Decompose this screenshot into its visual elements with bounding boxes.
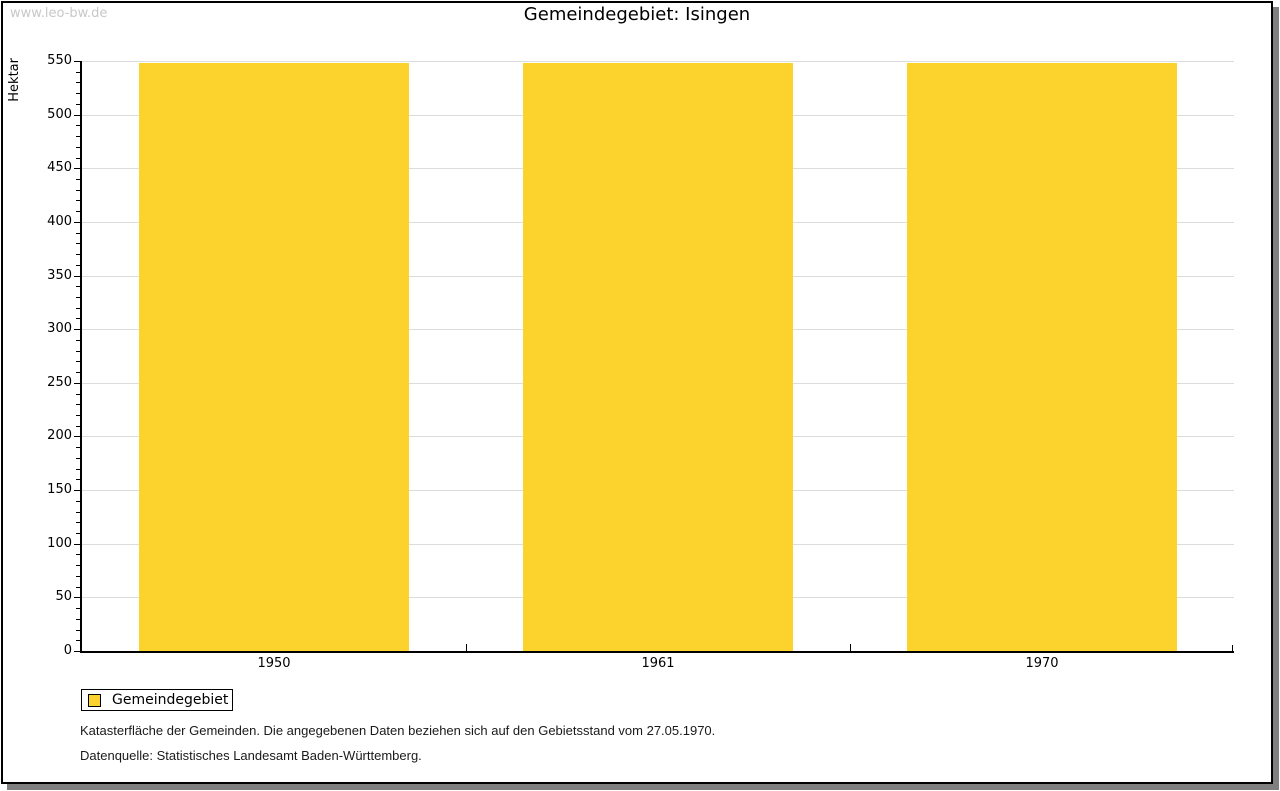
y-minor-tick <box>76 104 80 105</box>
y-minor-tick <box>76 340 80 341</box>
y-minor-tick <box>76 479 80 480</box>
x-tick-label: 1961 <box>641 656 675 671</box>
y-minor-tick <box>76 619 80 620</box>
y-tick-label: 450 <box>47 160 72 175</box>
footnote-source-note: Katasterfläche der Gemeinden. Die angege… <box>80 723 716 738</box>
y-minor-tick <box>76 458 80 459</box>
y-major-tick <box>74 436 80 437</box>
y-minor-tick <box>76 533 80 534</box>
y-major-tick <box>74 490 80 491</box>
y-minor-tick <box>76 394 80 395</box>
y-minor-tick <box>76 200 80 201</box>
y-major-tick <box>74 544 80 545</box>
y-minor-tick <box>76 361 80 362</box>
y-major-tick <box>74 168 80 169</box>
y-minor-tick <box>76 190 80 191</box>
y-minor-tick <box>76 404 80 405</box>
y-minor-tick <box>76 522 80 523</box>
y-minor-tick <box>76 254 80 255</box>
bar <box>907 63 1177 651</box>
y-tick-label: 300 <box>47 321 72 336</box>
y-tick-label: 150 <box>47 482 72 497</box>
y-tick-label: 500 <box>47 107 72 122</box>
y-minor-tick <box>76 415 80 416</box>
y-minor-tick <box>76 243 80 244</box>
legend-swatch-icon <box>88 693 101 707</box>
y-tick-label: 250 <box>47 375 72 390</box>
y-tick-label: 200 <box>47 428 72 443</box>
y-minor-tick <box>76 233 80 234</box>
y-minor-tick <box>76 179 80 180</box>
y-minor-tick <box>76 308 80 309</box>
y-minor-tick <box>76 93 80 94</box>
y-minor-tick <box>76 125 80 126</box>
y-major-tick <box>74 61 80 62</box>
y-tick-label: 50 <box>55 589 72 604</box>
y-minor-tick <box>76 501 80 502</box>
y-major-tick <box>74 651 80 652</box>
y-minor-tick <box>76 286 80 287</box>
x-boundary-tick <box>466 644 467 651</box>
y-major-tick <box>74 329 80 330</box>
y-tick-label: 0 <box>63 643 72 658</box>
y-minor-tick <box>76 512 80 513</box>
bar <box>523 63 793 651</box>
y-minor-tick <box>76 147 80 148</box>
x-tick-label: 1950 <box>257 656 291 671</box>
legend-box: Gemeindegebiet <box>81 689 233 711</box>
x-tick-label: 1970 <box>1025 656 1059 671</box>
x-axis-end-tick <box>1232 645 1233 651</box>
y-minor-tick <box>76 469 80 470</box>
y-major-tick <box>74 115 80 116</box>
y-minor-tick <box>76 426 80 427</box>
y-minor-tick <box>76 72 80 73</box>
y-minor-tick <box>76 576 80 577</box>
plot-area: 0 50 100 150 200 250 300 350 400 450 500 550 1950 196… <box>47 53 1234 671</box>
y-minor-tick <box>76 136 80 137</box>
y-minor-tick <box>76 158 80 159</box>
bar <box>139 63 409 651</box>
footnote-data-source: Datenquelle: Statistisches Landesamt Bad… <box>80 748 422 763</box>
y-minor-tick <box>76 318 80 319</box>
y-minor-tick <box>76 82 80 83</box>
y-minor-tick <box>76 608 80 609</box>
y-minor-tick <box>76 554 80 555</box>
y-minor-tick <box>76 587 80 588</box>
chart-title: Gemeindegebiet: Isingen <box>523 4 751 25</box>
y-tick-label: 100 <box>47 536 72 551</box>
y-minor-tick <box>76 565 80 566</box>
y-minor-tick <box>76 372 80 373</box>
y-tick-label: 350 <box>47 268 72 283</box>
y-major-tick <box>74 276 80 277</box>
x-boundary-tick <box>850 644 851 651</box>
y-major-tick <box>74 222 80 223</box>
y-minor-tick <box>76 447 80 448</box>
y-minor-tick <box>76 640 80 641</box>
y-minor-tick <box>76 351 80 352</box>
y-tick-label: 550 <box>47 53 72 68</box>
y-major-tick <box>74 383 80 384</box>
y-tick-label: 400 <box>47 214 72 229</box>
y-minor-tick <box>76 211 80 212</box>
watermark-text: www.leo-bw.de <box>10 6 108 21</box>
y-minor-tick <box>76 265 80 266</box>
y-gridline <box>82 60 1234 62</box>
y-minor-tick <box>76 630 80 631</box>
y-minor-tick <box>76 297 80 298</box>
legend-label: Gemeindegebiet <box>112 692 229 708</box>
y-major-tick <box>74 597 80 598</box>
